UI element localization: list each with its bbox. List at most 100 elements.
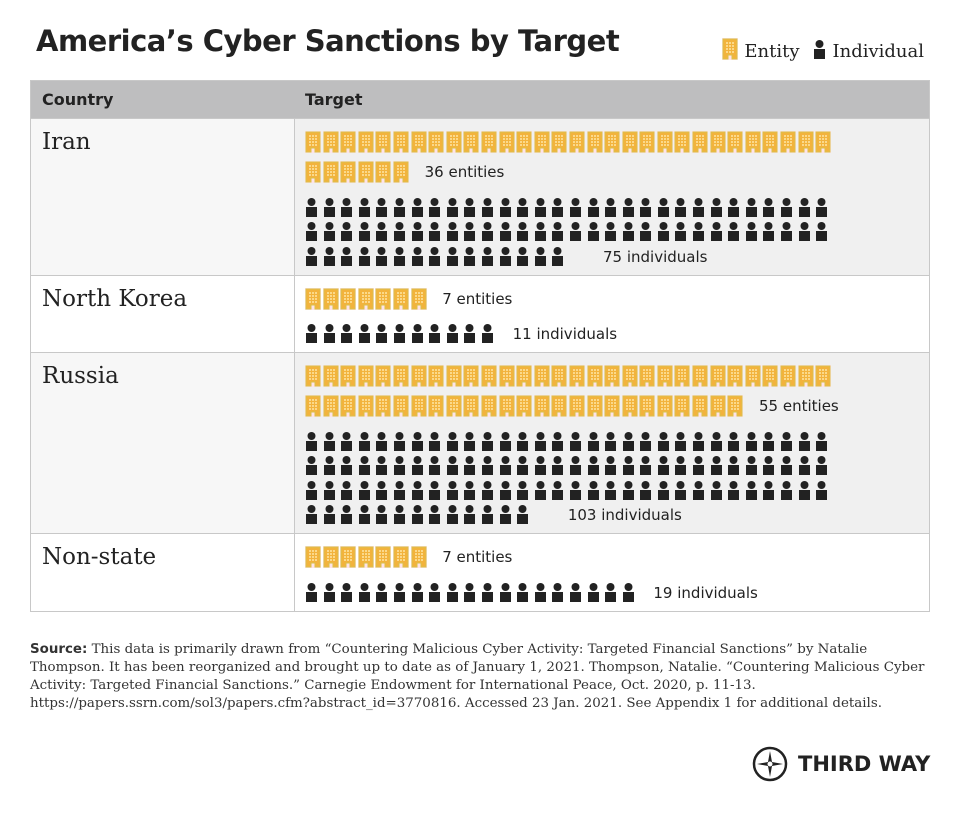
entity-mark	[322, 284, 341, 314]
entity-mark	[815, 361, 833, 391]
entity-mark	[375, 157, 393, 187]
individual-mark	[305, 244, 323, 269]
individual-mark	[551, 478, 569, 503]
column-header-country: Country	[42, 90, 114, 109]
individual-mark	[587, 220, 605, 245]
entity-mark	[674, 391, 692, 421]
individuals-label: 75 individuals	[603, 247, 708, 266]
individual-mark	[428, 503, 446, 528]
entity-mark	[815, 127, 833, 157]
individual-mark	[639, 220, 657, 245]
entity-mark	[357, 157, 376, 187]
individual-mark	[446, 454, 464, 479]
individual-mark	[798, 454, 816, 479]
entity-mark	[480, 361, 499, 391]
individual-mark	[340, 195, 358, 220]
individual-mark	[463, 322, 481, 347]
entity-mark	[410, 361, 429, 391]
entity-mark	[639, 127, 657, 157]
individual-mark	[516, 220, 534, 245]
source-note: Source: This data is primarily drawn fro…	[30, 641, 930, 713]
individual-mark	[587, 454, 605, 479]
individual-mark	[692, 220, 710, 245]
entity-mark	[797, 127, 816, 157]
individual-mark	[604, 429, 622, 454]
individual-mark	[463, 244, 481, 269]
individuals-label: 19 individuals	[653, 583, 758, 602]
individual-mark	[393, 322, 411, 347]
entity-mark	[445, 391, 464, 421]
table-row: Iran 36 entities 75 individuals	[31, 118, 929, 275]
individual-mark	[604, 195, 622, 220]
entity-mark	[357, 391, 376, 421]
entity-mark	[551, 127, 569, 157]
individual-mark	[587, 429, 605, 454]
entity-mark	[674, 127, 692, 157]
individual-mark	[622, 429, 640, 454]
individual-mark	[569, 478, 587, 503]
entity-mark	[586, 391, 605, 421]
individual-mark	[375, 478, 393, 503]
individual-mark	[798, 195, 816, 220]
building-icon	[722, 38, 739, 65]
individual-mark	[323, 503, 341, 528]
individual-mark	[375, 322, 393, 347]
entity-mark	[340, 157, 358, 187]
individual-mark	[481, 429, 499, 454]
individual-mark	[692, 454, 710, 479]
entity-mark	[357, 127, 376, 157]
entity-mark	[463, 361, 481, 391]
individual-mark	[798, 429, 816, 454]
individual-mark	[815, 454, 833, 479]
entity-mark	[604, 391, 622, 421]
individual-mark	[587, 580, 605, 605]
entity-mark	[340, 127, 358, 157]
individual-mark	[639, 478, 657, 503]
individual-mark	[375, 503, 393, 528]
individual-mark	[745, 429, 763, 454]
column-header-target: Target	[305, 90, 363, 109]
entity-mark	[498, 391, 517, 421]
table-header: Country Target	[31, 81, 929, 118]
individual-mark	[780, 195, 798, 220]
entity-mark	[516, 391, 534, 421]
individual-mark	[305, 454, 323, 479]
entity-mark	[375, 284, 393, 314]
individual-mark	[727, 220, 745, 245]
individual-mark	[411, 429, 429, 454]
entity-mark	[498, 361, 517, 391]
entity-mark	[516, 127, 534, 157]
individual-mark	[305, 220, 323, 245]
individual-mark	[762, 454, 780, 479]
individual-mark	[428, 195, 446, 220]
individual-mark	[622, 195, 640, 220]
country-cell: North Korea	[31, 275, 295, 352]
entity-mark	[340, 542, 358, 572]
person-icon	[813, 39, 826, 64]
entity-mark	[533, 391, 552, 421]
table-row: Russia 55 entities 103 individuals	[31, 352, 929, 533]
individual-mark	[798, 478, 816, 503]
individual-mark	[375, 244, 393, 269]
entity-mark	[480, 127, 499, 157]
individual-mark	[674, 195, 692, 220]
individual-mark	[534, 195, 552, 220]
individual-mark	[463, 454, 481, 479]
individual-mark	[411, 478, 429, 503]
individual-mark	[657, 429, 675, 454]
individual-mark	[323, 454, 341, 479]
individual-mark	[428, 322, 446, 347]
third-way-logo: THIRD WAY	[752, 746, 930, 782]
entity-mark	[392, 157, 411, 187]
individual-mark	[499, 503, 517, 528]
individual-mark	[305, 580, 323, 605]
individual-mark	[393, 478, 411, 503]
entity-mark	[375, 361, 393, 391]
entity-mark	[780, 127, 798, 157]
individual-mark	[516, 429, 534, 454]
individual-mark	[710, 454, 728, 479]
entity-mark	[305, 284, 323, 314]
individual-mark	[428, 429, 446, 454]
entity-mark	[727, 361, 745, 391]
individual-mark	[446, 220, 464, 245]
